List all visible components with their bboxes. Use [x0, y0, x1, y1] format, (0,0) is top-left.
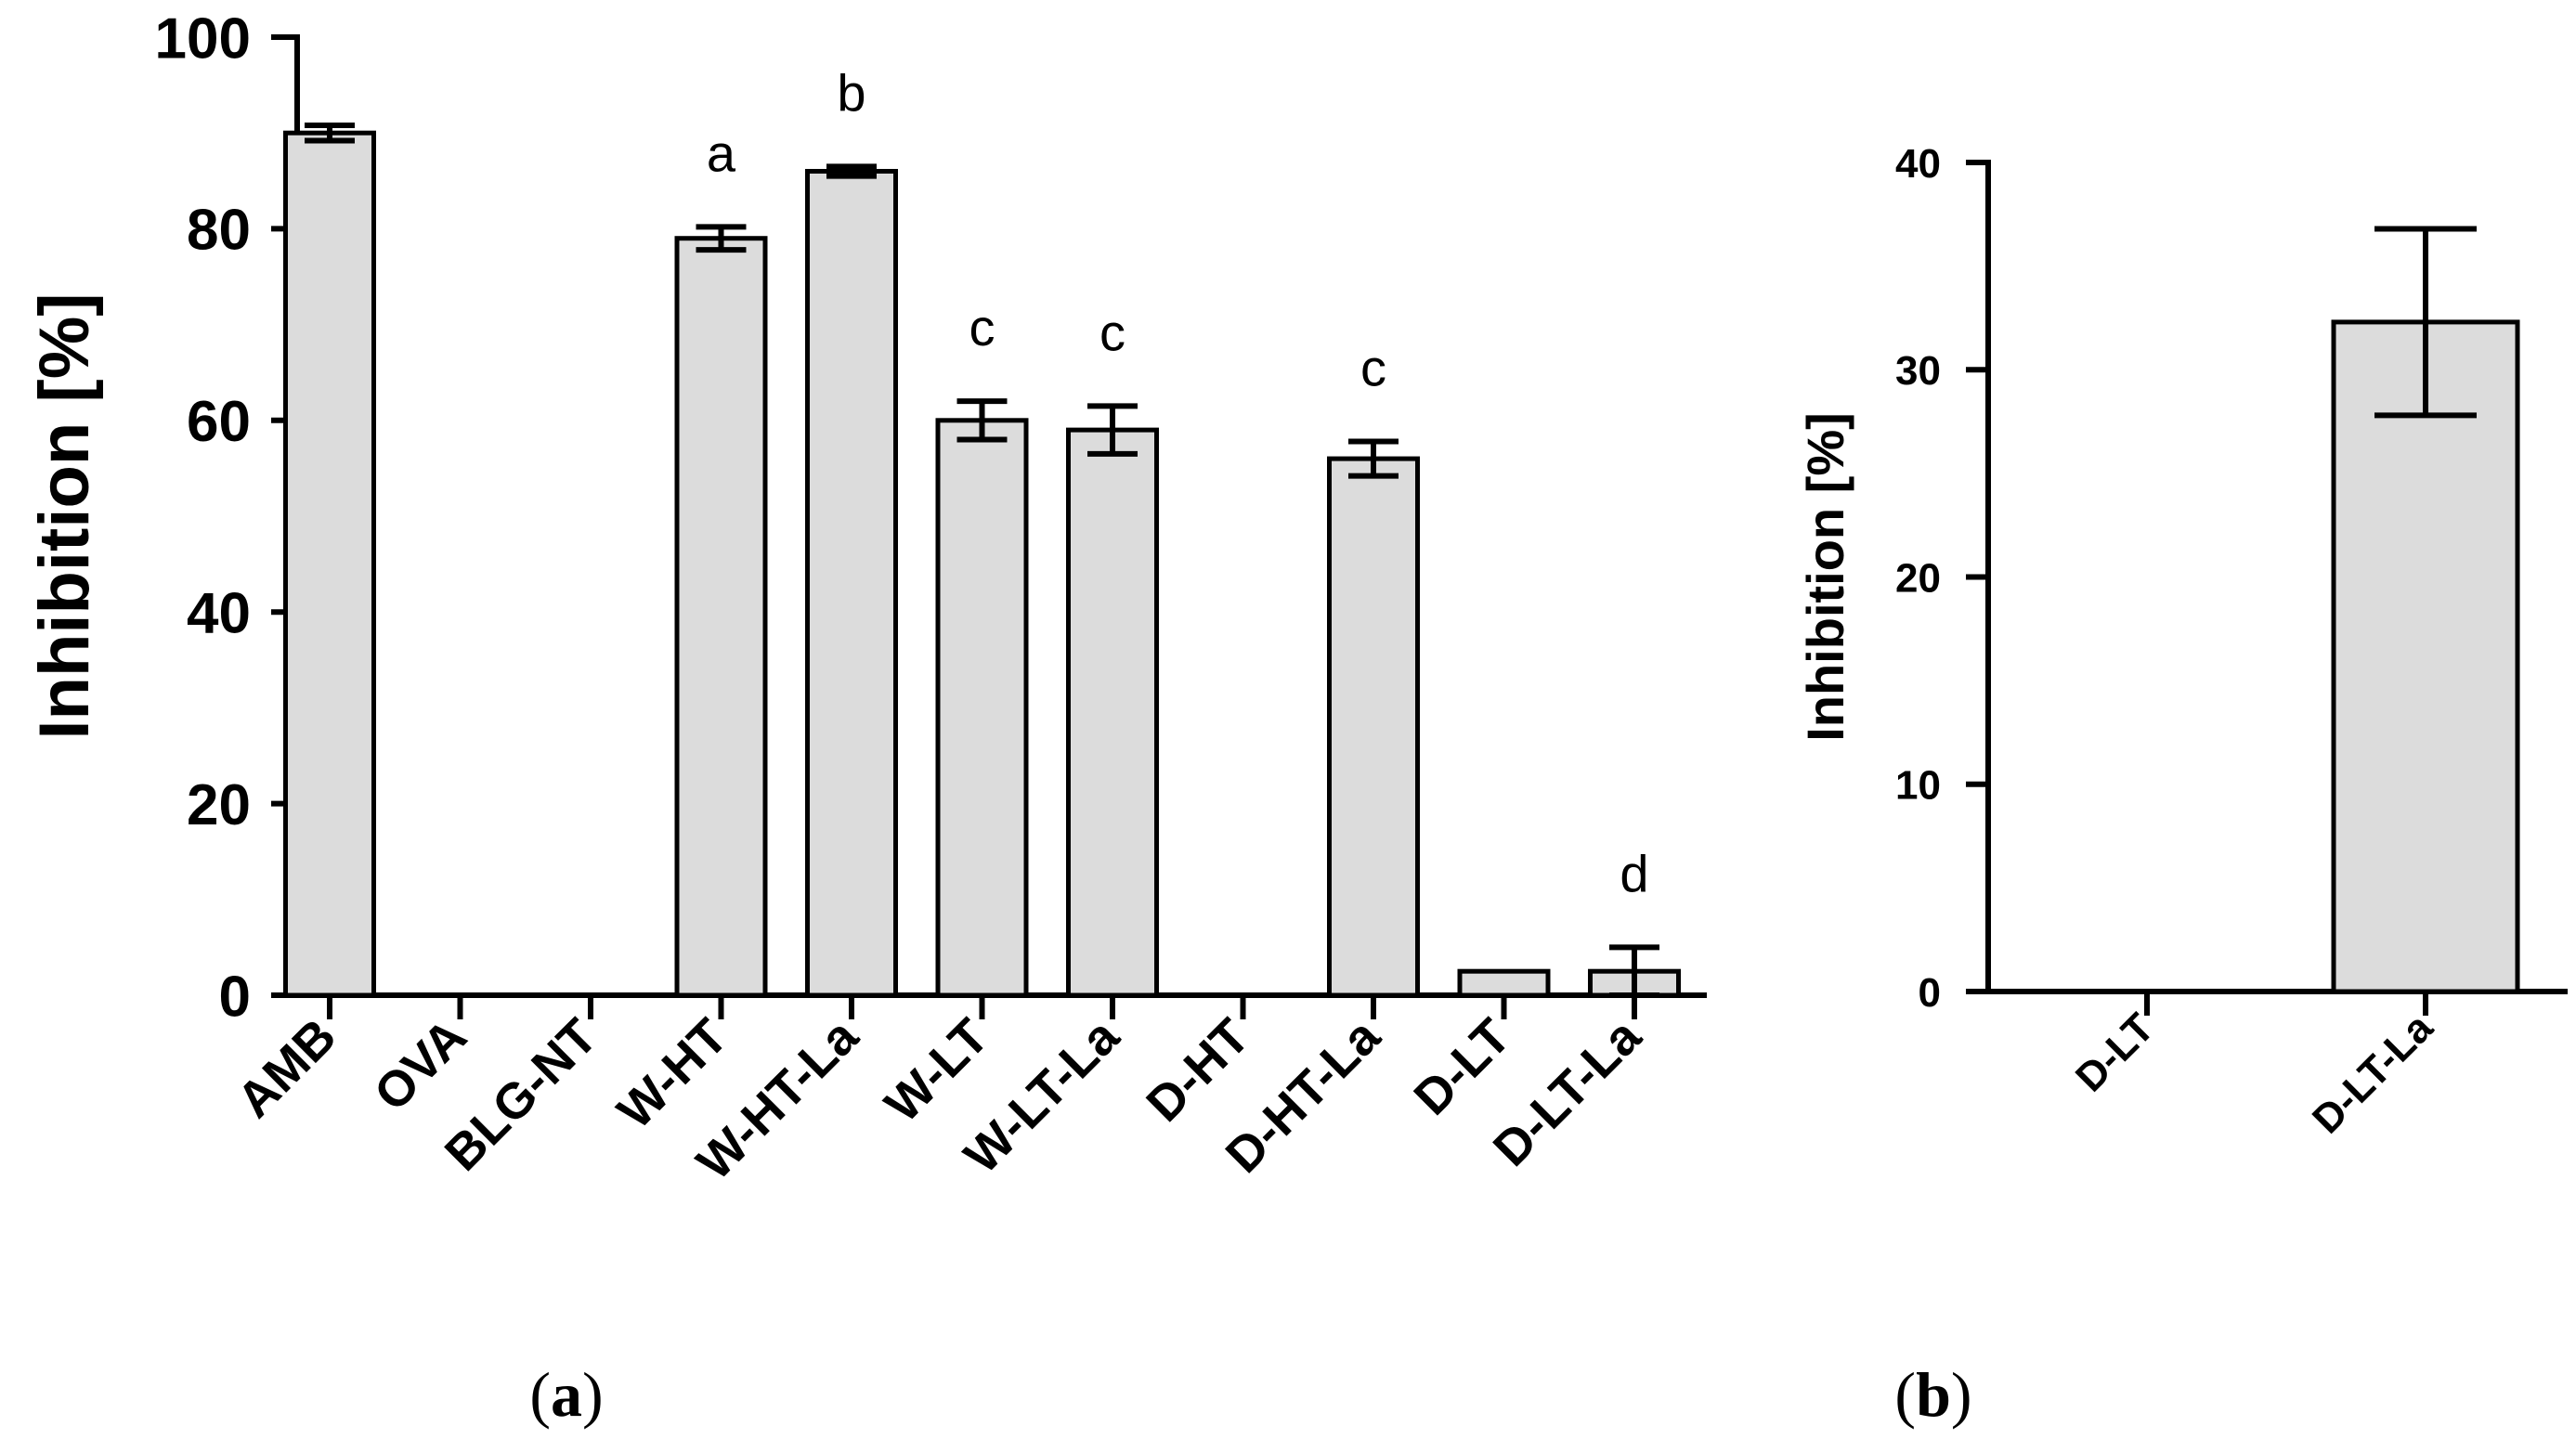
y-axis-label: Inhibition [%] — [1796, 412, 1854, 742]
y-tick-label: 10 — [1895, 763, 1941, 809]
significance-letter: d — [1620, 844, 1648, 902]
error-bar-w-lt-la — [1087, 403, 1138, 457]
bar-d-lt-la — [2331, 319, 2520, 994]
y-tick-label: 100 — [155, 6, 251, 71]
significance-letter: c — [969, 298, 995, 357]
panel-a-label: (a) — [529, 1359, 603, 1430]
y-tick-label: 30 — [1895, 348, 1941, 394]
y-tick-label: 0 — [219, 965, 251, 1029]
error-bar-d-ht-la — [1348, 438, 1399, 479]
error-bar-amb — [305, 122, 355, 144]
panel-b-label: (b) — [1894, 1359, 1971, 1430]
error-bar-d-lt-la — [2374, 226, 2477, 419]
x-tick-label: D-LT-La — [2304, 1005, 2442, 1143]
y-axis-label: Inhibition [%] — [25, 292, 104, 739]
bar-w-ht — [674, 236, 768, 998]
x-tick-label: D-LT — [2067, 1005, 2163, 1100]
y-tick-label: 40 — [187, 582, 251, 646]
error-bar-w-lt — [956, 398, 1008, 443]
y-tick-label: 20 — [187, 773, 251, 837]
bar-amb — [283, 130, 376, 998]
bar-w-lt-la — [1066, 427, 1159, 998]
panel-b-chart: 0 10 20 30 40 Inhibition [%] D-LT D-LT-La — [1796, 141, 2568, 1143]
y-tick-label: 60 — [187, 390, 251, 454]
x-tick-label: D-LT-La — [1483, 1007, 1652, 1176]
y-tick-label: 20 — [1895, 555, 1941, 601]
x-tick-label: D-HT — [1136, 1008, 1260, 1133]
error-bar-w-ht-la — [826, 163, 877, 179]
bar-w-ht-la — [805, 168, 898, 998]
error-bar-w-ht — [696, 224, 747, 253]
significance-letter: c — [1099, 303, 1125, 361]
significance-letter: c — [1360, 339, 1386, 397]
x-tick-label: OVA — [364, 1008, 477, 1121]
x-tick-label: W-LT — [875, 1008, 999, 1133]
bar-d-ht-la — [1327, 456, 1420, 998]
bar-d-lt — [1457, 968, 1551, 998]
bar-w-lt — [935, 418, 1029, 998]
y-tick-label: 0 — [1919, 970, 1941, 1016]
significance-letter: b — [837, 63, 865, 122]
error-bar-d-lt-la — [1609, 944, 1659, 998]
significance-letter: a — [707, 123, 736, 182]
y-tick-label: 40 — [1895, 141, 1941, 187]
x-tick-label: D-LT — [1403, 1008, 1521, 1126]
y-tick-label: 80 — [187, 199, 251, 263]
